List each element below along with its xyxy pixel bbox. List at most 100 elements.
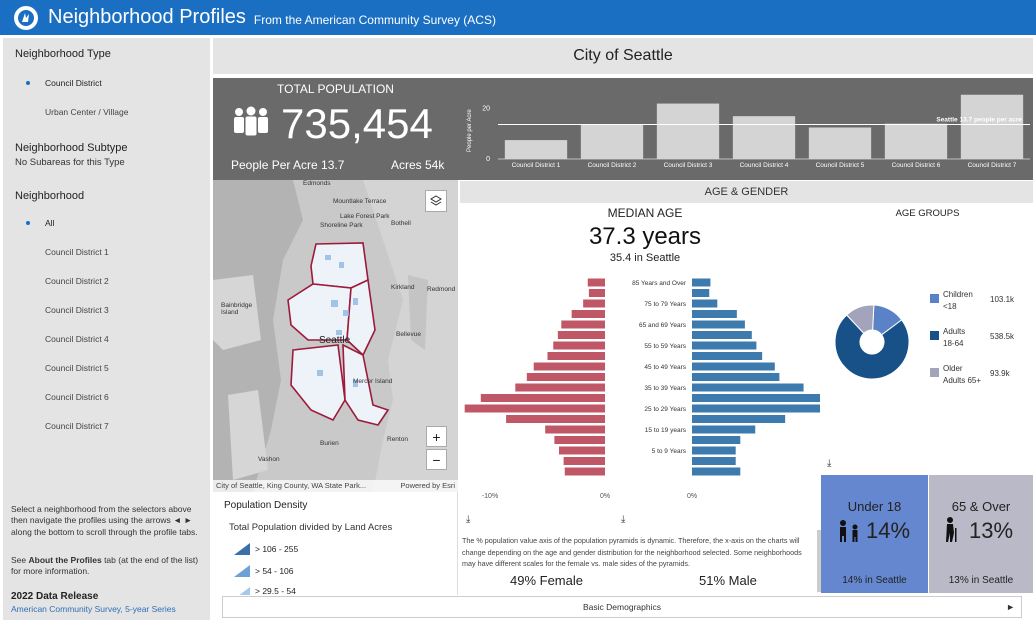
y-tick-label: 0 bbox=[486, 156, 490, 163]
over-65-label: 65 & Over bbox=[951, 499, 1011, 514]
male-bar bbox=[692, 415, 786, 423]
type-option-urban-center[interactable]: Urban Center / Village bbox=[45, 106, 129, 117]
scrollbar[interactable] bbox=[817, 530, 821, 592]
age-group-item: Adults 18-64 538.5k bbox=[930, 325, 1025, 362]
x-tick-label: Council District 3 bbox=[664, 162, 713, 169]
female-axis-tick: -10% bbox=[482, 493, 498, 500]
legend-item: > 29.5 - 54 bbox=[233, 586, 296, 595]
neighborhood-option[interactable]: Council District 2 bbox=[45, 275, 109, 286]
legend-swatch bbox=[930, 368, 939, 377]
map-label: Bothell bbox=[391, 220, 411, 227]
powered-by-esri[interactable]: Powered by Esri bbox=[400, 481, 455, 490]
zoom-in-button[interactable]: + bbox=[426, 426, 447, 447]
male-bar bbox=[692, 310, 737, 318]
map-label: Burien bbox=[320, 440, 339, 447]
age-label: 5 to 9 Years bbox=[652, 448, 687, 455]
median-age-label: MEDIAN AGE bbox=[607, 206, 683, 220]
neighborhood-option[interactable]: Council District 3 bbox=[45, 304, 109, 315]
male-bar bbox=[692, 341, 757, 350]
age-label: 15 to 19 years bbox=[645, 427, 687, 434]
density-bar bbox=[504, 140, 568, 159]
female-bar bbox=[553, 341, 605, 350]
female-bar bbox=[563, 457, 605, 465]
layers-icon[interactable] bbox=[425, 190, 447, 212]
map-label: Redmond bbox=[427, 286, 456, 293]
download-icon[interactable]: ⤓ bbox=[621, 514, 626, 525]
density-bar bbox=[580, 124, 644, 159]
density-bar bbox=[960, 94, 1024, 159]
male-bar bbox=[692, 467, 741, 476]
x-tick-label: Council District 6 bbox=[892, 162, 941, 169]
profile-tab-bar: Basic Demographics ► bbox=[222, 596, 1022, 618]
pyramid-note: The % population value axis of the popul… bbox=[462, 536, 802, 569]
male-bar bbox=[692, 383, 804, 392]
density-bar bbox=[884, 123, 948, 159]
download-icon[interactable]: ⤓ bbox=[466, 514, 471, 525]
male-bar bbox=[692, 278, 711, 287]
subtype-value: No Subareas for this Type bbox=[15, 157, 125, 168]
age-groups-pie-chart bbox=[834, 304, 910, 380]
female-bar bbox=[587, 278, 605, 287]
female-bar bbox=[557, 331, 605, 339]
download-icon[interactable]: ⤓ bbox=[827, 458, 832, 469]
neighborhood-option-all[interactable]: All bbox=[15, 208, 198, 237]
release-link[interactable]: American Community Survey, 5-year Series bbox=[11, 604, 176, 614]
legend-swatch bbox=[234, 543, 250, 555]
about-text: See About the Profiles tab (at the end o… bbox=[11, 555, 199, 577]
instructions-text: Select a neighborhood from the selectors… bbox=[11, 504, 198, 537]
neighborhood-option[interactable]: Council District 1 bbox=[45, 246, 109, 257]
female-bar bbox=[561, 320, 605, 329]
map-label: Bellevue bbox=[396, 331, 421, 338]
zoom-out-button[interactable]: − bbox=[426, 449, 447, 470]
x-tick-label: Council District 1 bbox=[512, 162, 561, 169]
female-bar bbox=[464, 404, 605, 413]
male-bar bbox=[692, 404, 820, 413]
seattle-logo-icon bbox=[14, 5, 38, 30]
legend-swatch bbox=[234, 565, 250, 577]
age-label: 55 to 59 Years bbox=[644, 343, 686, 350]
density-bar-chart: People per Acre 0 20 Council District 1 Cou… bbox=[458, 78, 1033, 180]
neighborhood-option[interactable]: Council District 4 bbox=[45, 333, 109, 344]
neighborhood-option[interactable]: Council District 6 bbox=[45, 391, 109, 402]
female-bar bbox=[571, 310, 605, 318]
under-18-card: Under 18 14% 14% in Seattle bbox=[821, 475, 928, 593]
map-label: Vashon bbox=[258, 456, 280, 463]
neighborhood-option[interactable]: Council District 5 bbox=[45, 362, 109, 373]
over-65-percent: 13% bbox=[969, 518, 1014, 543]
age-label: 25 to 29 Years bbox=[644, 406, 686, 413]
under-18-percent: 14% bbox=[866, 518, 911, 543]
legend-swatch bbox=[239, 587, 250, 595]
age-group-item: Children <18 103.1k bbox=[930, 288, 1025, 325]
about-link[interactable]: About the Profiles bbox=[28, 555, 102, 565]
age-groups-title: AGE GROUPS bbox=[895, 208, 960, 219]
male-bar bbox=[692, 425, 756, 434]
map-label: Mountlake Terrace bbox=[333, 198, 387, 205]
male-axis-tick: 0% bbox=[687, 493, 697, 500]
male-bar bbox=[692, 289, 710, 297]
legend-item: > 54 - 106 bbox=[233, 564, 294, 578]
age-label: 85 Years and Over bbox=[632, 280, 687, 287]
female-bar bbox=[554, 436, 605, 444]
type-option-council-district[interactable]: Council District bbox=[15, 68, 198, 97]
map-label: Mercer Island bbox=[353, 378, 393, 385]
map-attribution: City of Seattle, King County, WA State P… bbox=[216, 481, 367, 490]
next-tab-arrow[interactable]: ► bbox=[1006, 602, 1015, 612]
population-panel: TOTAL POPULATION 735,454 People Per Acre… bbox=[213, 78, 458, 180]
map-label: Bainbridge Island bbox=[221, 302, 253, 316]
female-bar bbox=[583, 299, 605, 308]
female-bar bbox=[545, 425, 605, 434]
age-label: 75 to 79 Years bbox=[644, 301, 686, 308]
neighborhood-option[interactable]: Council District 7 bbox=[45, 420, 109, 431]
population-label: TOTAL POPULATION bbox=[277, 82, 394, 96]
population-density-map[interactable]: Edmonds Mountlake Terrace Lake Forest Pa… bbox=[213, 180, 458, 492]
app-subtitle: From the American Community Survey (ACS) bbox=[253, 12, 496, 27]
map-canvas[interactable] bbox=[213, 180, 458, 492]
female-percent: 49% Female bbox=[510, 573, 583, 588]
age-gender-header: AGE & GENDER bbox=[460, 181, 1033, 203]
current-tab[interactable]: Basic Demographics bbox=[583, 602, 661, 612]
legend-title: Population Density bbox=[224, 500, 308, 511]
acres-value: Acres 54k bbox=[391, 158, 445, 172]
y-tick-label: 20 bbox=[482, 106, 490, 113]
male-bar bbox=[692, 394, 820, 402]
female-bar bbox=[480, 394, 605, 402]
